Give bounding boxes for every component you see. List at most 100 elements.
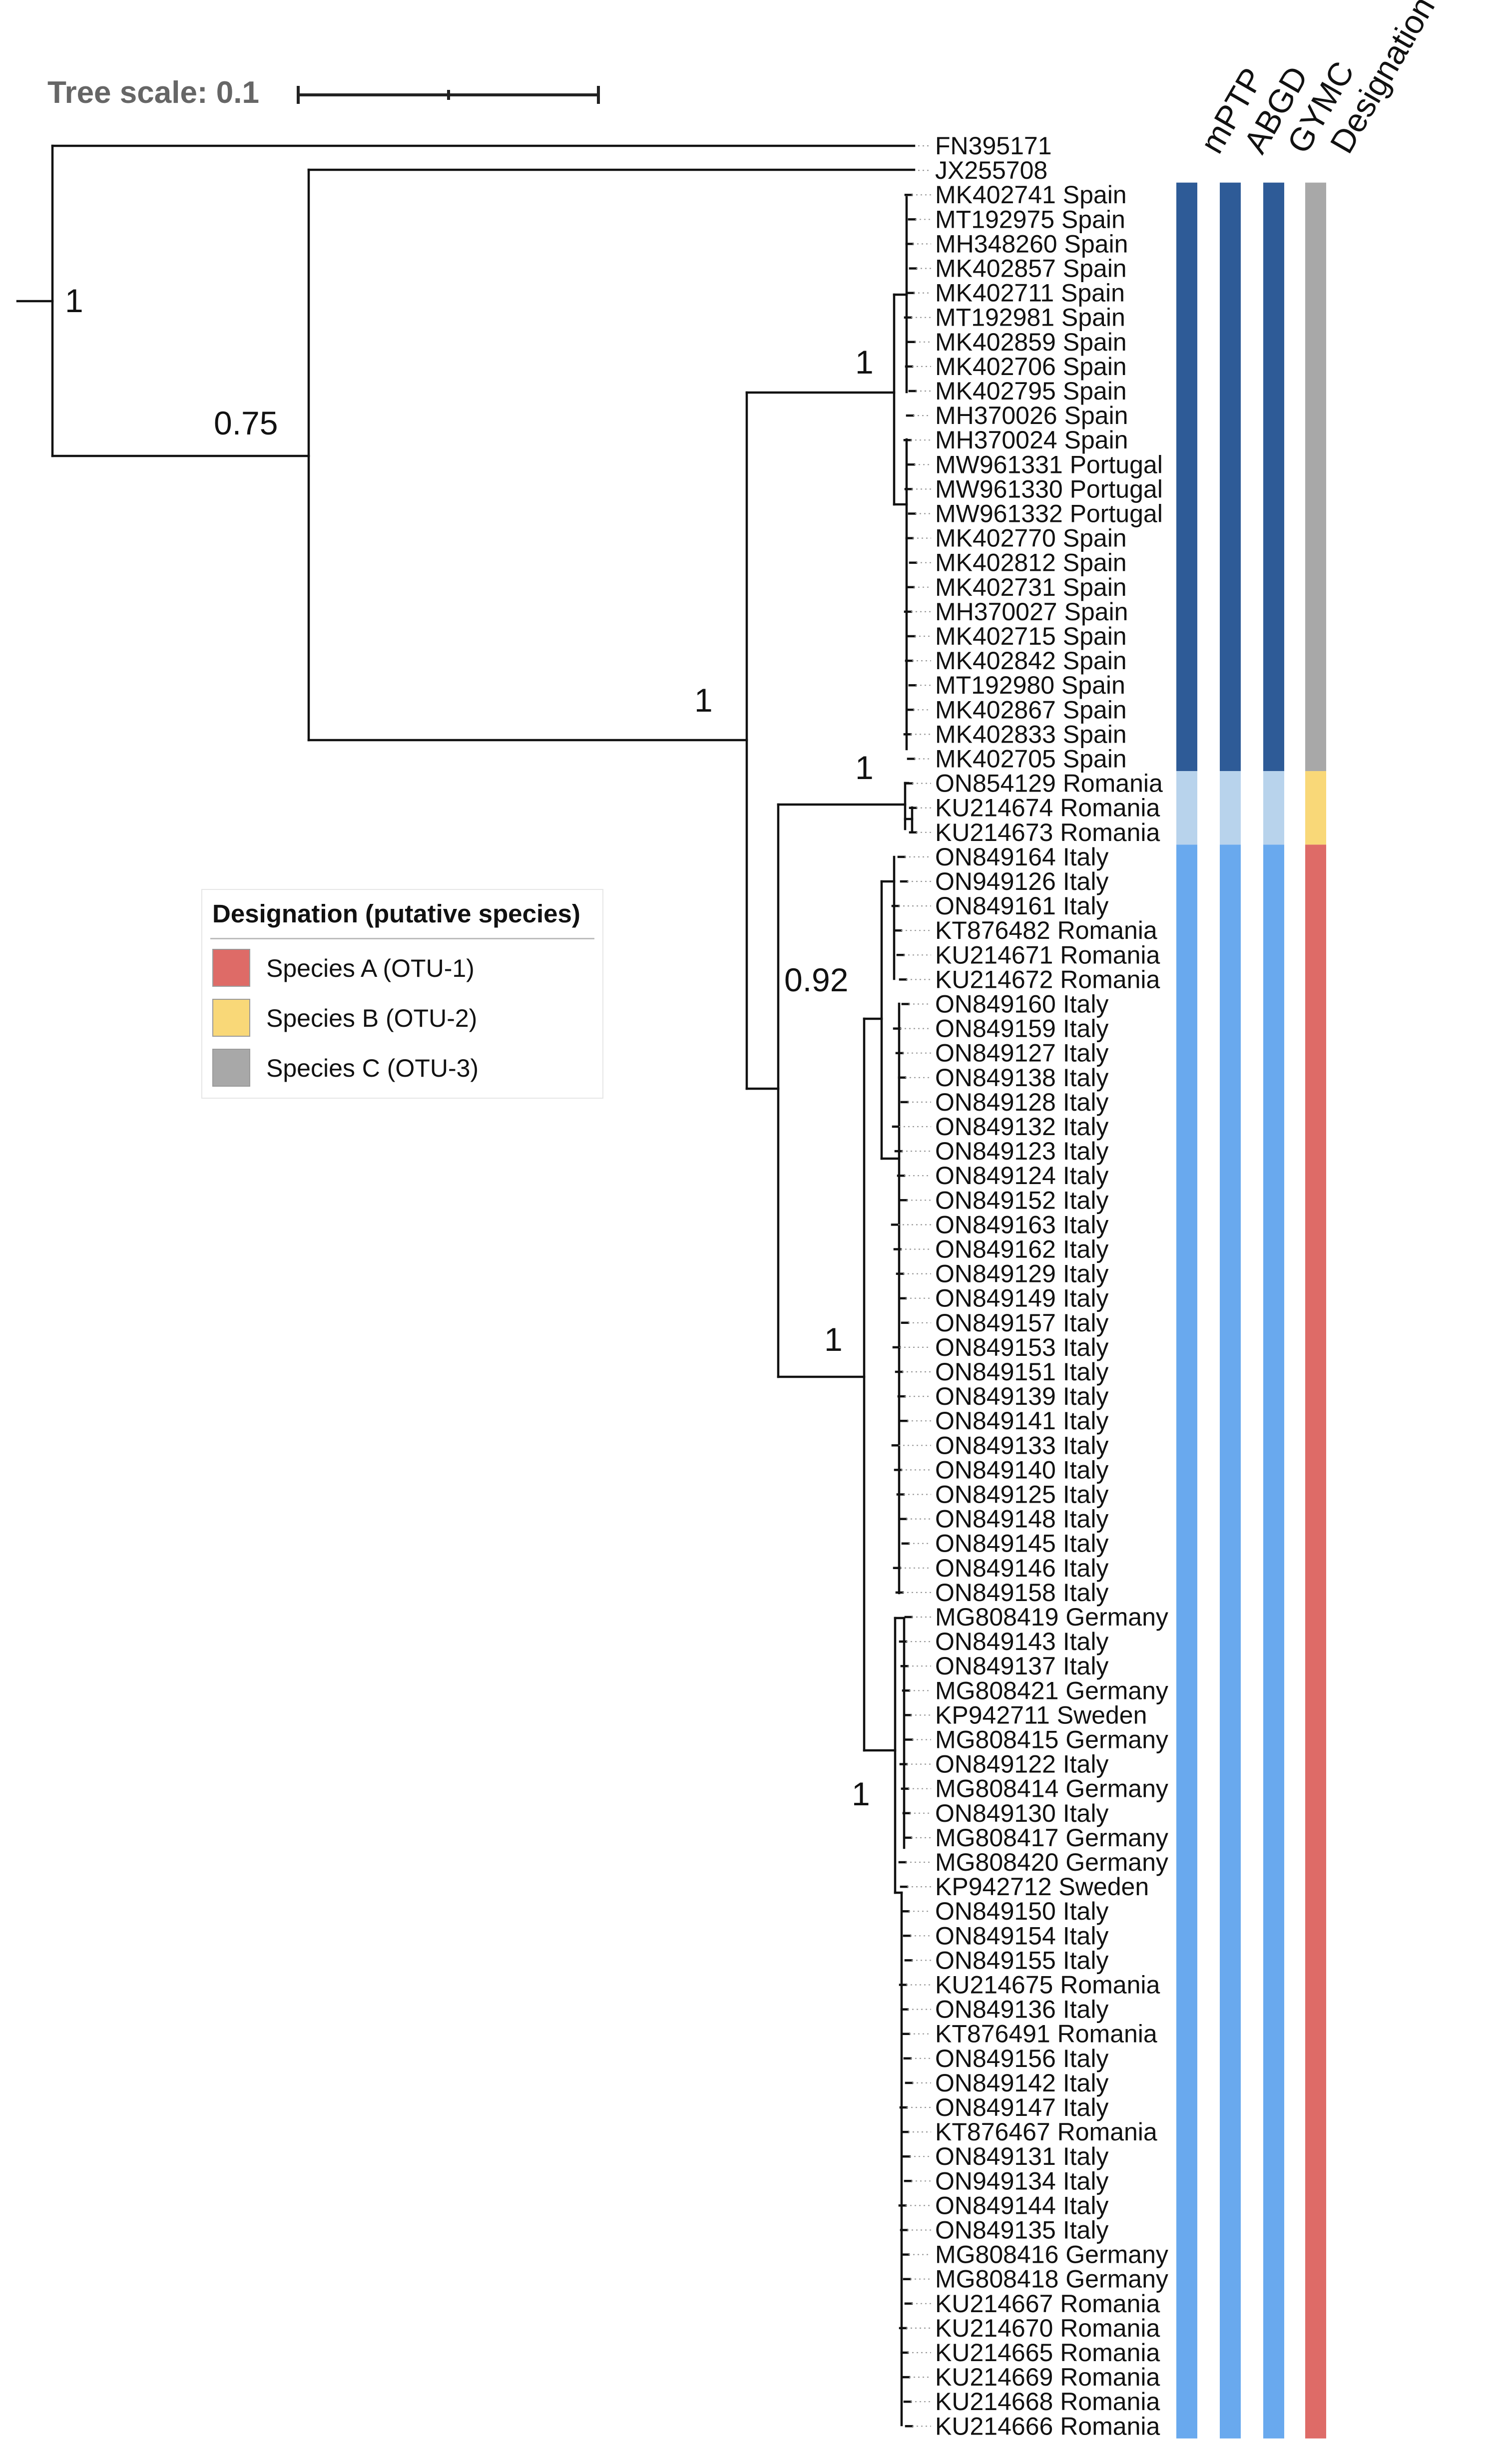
tip-label-on849162-italy: ON849162 Italy [935, 1235, 1108, 1263]
tip-label-on849164-italy: ON849164 Italy [935, 843, 1108, 871]
strip-abgd-block-3 [1220, 844, 1241, 2439]
tip-label-kp942711-sweden: KP942711 Sweden [935, 1701, 1147, 1729]
tip-label-mk402857-spain: MK402857 Spain [935, 255, 1127, 283]
tip-label-on849136-italy: ON849136 Italy [935, 1996, 1108, 2024]
tip-label-on849131-italy: ON849131 Italy [935, 2142, 1108, 2170]
tip-label-ku214673-romania: KU214673 Romania [935, 819, 1160, 846]
tip-label-ku214667-romania: KU214667 Romania [935, 2290, 1160, 2318]
support-values: 1 0.75 1 1 1 0.92 1 1 [65, 282, 874, 1812]
tip-label-ku214666-romania: KU214666 Romania [935, 2412, 1160, 2440]
tip-label-mt192980-spain: MT192980 Spain [935, 671, 1125, 699]
tip-label-mk402731-spain: MK402731 Spain [935, 573, 1127, 601]
tip-label-on849142-italy: ON849142 Italy [935, 2069, 1108, 2097]
tip-label-on849163-italy: ON849163 Italy [935, 1211, 1108, 1238]
tip-label-mh370027-spain: MH370027 Spain [935, 598, 1128, 626]
tip-label-mk402770-spain: MK402770 Spain [935, 524, 1127, 552]
tip-label-on849140-italy: ON849140 Italy [935, 1456, 1108, 1484]
tip-label-kp942712-sweden: KP942712 Sweden [935, 1873, 1149, 1901]
tip-label-on849135-italy: ON849135 Italy [935, 2216, 1108, 2244]
tip-label-mk402741-spain: MK402741 Spain [935, 181, 1127, 209]
tip-label-on849123-italy: ON849123 Italy [935, 1137, 1108, 1165]
tip-label-on849143-italy: ON849143 Italy [935, 1628, 1108, 1655]
strip-abgd-block-1 [1220, 182, 1241, 772]
tip-label-mh370024-spain: MH370024 Spain [935, 426, 1128, 454]
tip-label-on849151-italy: ON849151 Italy [935, 1358, 1108, 1386]
support-clade-spain: 1 [855, 344, 874, 381]
tip-label-on849158-italy: ON849158 Italy [935, 1579, 1108, 1607]
strip-designation-block-3 [1305, 844, 1326, 2439]
tip-label-on849146-italy: ON849146 Italy [935, 1554, 1108, 1582]
tip-label-mg808414-germany: MG808414 Germany [935, 1775, 1168, 1803]
legend-swatch-species-b [212, 999, 250, 1037]
tip-label-mh370026-spain: MH370026 Spain [935, 402, 1128, 429]
tip-label-on849128-italy: ON849128 Italy [935, 1088, 1108, 1116]
tip-label-mt192981-spain: MT192981 Spain [935, 304, 1125, 332]
legend-box: Designation (putative species) Species A… [201, 889, 603, 1099]
strip-layer [1176, 182, 1326, 2439]
tip-label-on849137-italy: ON849137 Italy [935, 1652, 1108, 1680]
tip-label-on849150-italy: ON849150 Italy [935, 1897, 1108, 1925]
tip-label-on849148-italy: ON849148 Italy [935, 1505, 1108, 1533]
tip-label-mw961332-portugal: MW961332 Portugal [935, 500, 1163, 528]
tip-label-on849145-italy: ON849145 Italy [935, 1530, 1108, 1558]
strip-mptp-block-3 [1176, 844, 1197, 2439]
tip-label-on849132-italy: ON849132 Italy [935, 1113, 1108, 1141]
tip-label-on849157-italy: ON849157 Italy [935, 1309, 1108, 1337]
tip-label-on849141-italy: ON849141 Italy [935, 1407, 1108, 1435]
legend-item-species-a: Species A (OTU-1) [212, 949, 592, 989]
strip-mptp-block-2 [1176, 771, 1197, 845]
tree-scale: Tree scale: 0.1 [47, 75, 600, 110]
support-ingroup: 1 [694, 682, 713, 719]
tip-label-on849138-italy: ON849138 Italy [935, 1064, 1108, 1092]
tip-label-kt876491-romania: KT876491 Romania [935, 2020, 1157, 2048]
tip-label-mg808417-germany: MG808417 Germany [935, 1824, 1168, 1852]
tip-label-mk402867-spain: MK402867 Spain [935, 696, 1127, 724]
tip-label-on849124-italy: ON849124 Italy [935, 1162, 1108, 1190]
strip-gymc-block-3 [1263, 844, 1284, 2439]
legend-title: Designation (putative species) [212, 899, 580, 928]
tip-label-on849125-italy: ON849125 Italy [935, 1481, 1108, 1509]
tip-label-ku214670-romania: KU214670 Romania [935, 2314, 1160, 2342]
tip-label-mk402715-spain: MK402715 Spain [935, 622, 1127, 650]
tip-label-fn395171: FN395171 [935, 132, 1052, 160]
tip-label-on849133-italy: ON849133 Italy [935, 1431, 1108, 1459]
tip-label-on849154-italy: ON849154 Italy [935, 1922, 1108, 1950]
tip-label-on849155-italy: ON849155 Italy [935, 1946, 1108, 1974]
tip-label-mg808420-germany: MG808420 Germany [935, 1848, 1168, 1876]
strip-gymc-block-1 [1263, 182, 1284, 772]
legend-divider [210, 938, 594, 939]
tip-label-mh348260-spain: MH348260 Spain [935, 230, 1128, 258]
tip-label-ku214671-romania: KU214671 Romania [935, 941, 1160, 969]
tip-label-on849144-italy: ON849144 Italy [935, 2191, 1108, 2219]
tip-label-on849160-italy: ON849160 Italy [935, 990, 1108, 1018]
tip-label-on849139-italy: ON849139 Italy [935, 1382, 1108, 1410]
legend-label-species-c: Species C (OTU-3) [266, 1054, 479, 1082]
tip-label-ku214665-romania: KU214665 Romania [935, 2339, 1160, 2367]
tip-label-jx255708: JX255708 [935, 156, 1047, 184]
tip-label-on849156-italy: ON849156 Italy [935, 2045, 1108, 2072]
tip-label-ku214668-romania: KU214668 Romania [935, 2388, 1160, 2416]
tip-label-mk402833-spain: MK402833 Spain [935, 720, 1127, 748]
tip-label-kt876467-romania: KT876467 Romania [935, 2118, 1157, 2146]
tip-label-on849122-italy: ON849122 Italy [935, 1750, 1108, 1778]
tip-label-mk402795-spain: MK402795 Spain [935, 377, 1127, 405]
legend-label-species-a: Species A (OTU-1) [266, 954, 475, 982]
strip-designation-block-1 [1305, 182, 1326, 772]
tip-label-kt876482-romania: KT876482 Romania [935, 916, 1157, 944]
strip-designation-block-2 [1305, 771, 1326, 845]
strip-abgd-block-2 [1220, 771, 1241, 845]
tip-label-mk402859-spain: MK402859 Spain [935, 328, 1127, 356]
tip-label-mk402706-spain: MK402706 Spain [935, 353, 1127, 381]
tip-label-ku214669-romania: KU214669 Romania [935, 2363, 1160, 2391]
tree-backbone [16, 144, 916, 2427]
tip-label-ku214674-romania: KU214674 Romania [935, 794, 1160, 822]
tip-label-mk402812-spain: MK402812 Spain [935, 549, 1127, 577]
tip-label-on849127-italy: ON849127 Italy [935, 1039, 1108, 1067]
tip-label-mg808416-germany: MG808416 Germany [935, 2241, 1168, 2269]
tip-label-on849147-italy: ON849147 Italy [935, 2093, 1108, 2121]
tip-label-mw961331-portugal: MW961331 Portugal [935, 450, 1163, 478]
legend-item-species-b: Species B (OTU-2) [212, 999, 592, 1039]
tip-label-on849129-italy: ON849129 Italy [935, 1260, 1108, 1288]
